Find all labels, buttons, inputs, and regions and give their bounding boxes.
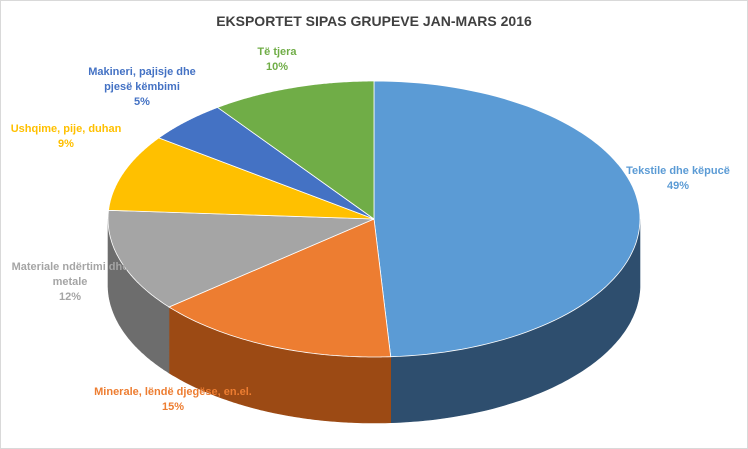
pie-slice-makineri-pajisje-dhe-pjese-ke-mbimi (158, 106, 375, 220)
pie-slice-tekstile-dhe-ke-puce (373, 80, 641, 358)
data-label-materiale: Materiale ndërtimi dhe metale 12% (3, 260, 137, 305)
data-label-value: 5% (134, 96, 150, 108)
data-label-ushqime: Ushqime, pije, duhan 9% (1, 122, 131, 152)
data-label-te-tjera: Të tjera 10% (227, 45, 327, 75)
data-label-value: 9% (58, 138, 74, 150)
data-label-name: Tekstile dhe këpucë (626, 165, 730, 177)
chart-title: EKSPORTET SIPAS GRUPEVE JAN-MARS 2016 (216, 13, 532, 29)
data-label-value: 15% (161, 401, 185, 413)
pie-slice-materiale-nde-rtimi-dhe-metale (107, 209, 375, 308)
data-label-name: Materiale ndërtimi dhe metale (11, 261, 129, 288)
data-label-name: Ushqime, pije, duhan (10, 123, 122, 135)
data-label-name: Minerale, lëndë djegëse, en.el. (94, 386, 252, 398)
pie-slice-ushqime-pije-duhan (108, 137, 375, 220)
data-label-value: 49% (666, 180, 690, 192)
data-label-makineri: Makineri, pajisje dhe pjesë këmbimi 5% (77, 65, 207, 110)
data-label-tekstile: Tekstile dhe këpucë 49% (613, 164, 743, 194)
data-label-name: Makineri, pajisje dhe pjesë këmbimi (88, 66, 196, 93)
data-label-value: 12% (58, 291, 82, 303)
data-label-minerale: Minerale, lëndë djegëse, en.el. 15% (93, 385, 253, 415)
data-label-value: 10% (265, 61, 289, 73)
pie-slice-te-tjera (216, 80, 375, 220)
data-label-name: Të tjera (257, 46, 297, 58)
pie-slice-minerale-le-nde-djege-se-en-el (168, 218, 392, 358)
